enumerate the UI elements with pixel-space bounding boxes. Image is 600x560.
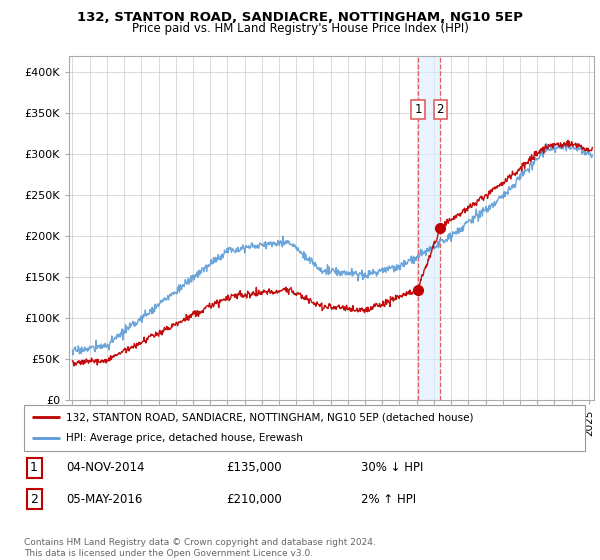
Text: Contains HM Land Registry data © Crown copyright and database right 2024.
This d: Contains HM Land Registry data © Crown c…: [24, 538, 376, 558]
Text: £135,000: £135,000: [226, 461, 281, 474]
Text: 2% ↑ HPI: 2% ↑ HPI: [361, 493, 416, 506]
Text: 2: 2: [437, 103, 444, 116]
Text: 04-NOV-2014: 04-NOV-2014: [66, 461, 145, 474]
Text: 1: 1: [415, 103, 422, 116]
Text: £210,000: £210,000: [226, 493, 282, 506]
Text: 132, STANTON ROAD, SANDIACRE, NOTTINGHAM, NG10 5EP (detached house): 132, STANTON ROAD, SANDIACRE, NOTTINGHAM…: [66, 412, 473, 422]
Text: 2: 2: [30, 493, 38, 506]
Text: 30% ↓ HPI: 30% ↓ HPI: [361, 461, 423, 474]
Text: 132, STANTON ROAD, SANDIACRE, NOTTINGHAM, NG10 5EP: 132, STANTON ROAD, SANDIACRE, NOTTINGHAM…: [77, 11, 523, 24]
Text: 05-MAY-2016: 05-MAY-2016: [66, 493, 142, 506]
Text: Price paid vs. HM Land Registry's House Price Index (HPI): Price paid vs. HM Land Registry's House …: [131, 22, 469, 35]
Text: 1: 1: [30, 461, 38, 474]
Text: HPI: Average price, detached house, Erewash: HPI: Average price, detached house, Erew…: [66, 433, 303, 444]
FancyBboxPatch shape: [24, 405, 585, 451]
Bar: [418, 56, 440, 400]
